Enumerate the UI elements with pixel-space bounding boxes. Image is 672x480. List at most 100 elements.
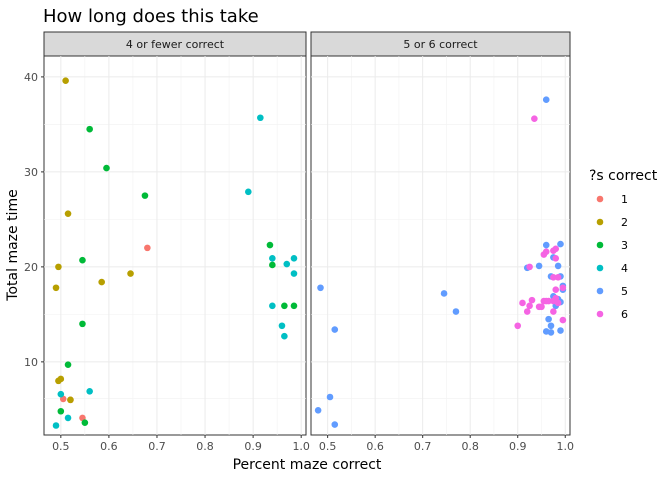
data-point	[547, 329, 555, 336]
panel-points	[314, 96, 567, 428]
data-point	[550, 274, 557, 281]
data-point	[290, 255, 298, 262]
data-point	[326, 393, 334, 401]
x-tick-label: 0.7	[414, 440, 432, 453]
data-point	[526, 263, 533, 271]
panel-grid	[44, 56, 306, 435]
data-point	[526, 302, 533, 310]
data-point	[535, 303, 543, 311]
data-point	[559, 316, 567, 324]
x-tick-label: 0.6	[100, 440, 118, 453]
legend-title: ?s correct	[589, 168, 658, 184]
data-point	[278, 322, 286, 330]
data-point	[514, 322, 522, 330]
legend-label: 6	[621, 308, 628, 321]
data-point	[552, 245, 560, 253]
data-point	[519, 299, 526, 307]
data-point	[552, 255, 560, 262]
data-point	[64, 210, 72, 217]
legend-label: 4	[621, 262, 628, 275]
data-point	[523, 308, 531, 315]
data-point	[290, 270, 298, 277]
x-tick-label: 0.9	[244, 440, 262, 453]
data-point	[79, 320, 86, 328]
y-tick-label: 30	[24, 166, 38, 179]
data-point	[531, 115, 538, 122]
x-axis-title: Percent maze correct	[233, 457, 382, 473]
data-point	[547, 322, 555, 330]
data-point	[67, 396, 74, 404]
data-point	[55, 263, 62, 271]
y-tick-label: 10	[24, 356, 38, 369]
data-point	[64, 361, 72, 369]
panel-points	[52, 77, 298, 429]
data-point	[62, 77, 69, 84]
x-tick-label: 0.5	[52, 440, 70, 453]
data-point	[331, 326, 339, 333]
data-point	[269, 255, 276, 262]
y-tick-label: 20	[24, 261, 38, 274]
data-point	[281, 332, 288, 340]
legend-key	[596, 218, 604, 226]
y-axis-title: Total maze time	[5, 189, 21, 301]
data-point	[144, 244, 151, 252]
chart-title: How long does this take	[43, 6, 259, 27]
data-point	[57, 390, 65, 398]
data-point	[127, 270, 134, 277]
data-point	[269, 302, 276, 310]
data-point	[257, 114, 264, 122]
x-tick-label: 0.9	[509, 440, 527, 453]
data-point	[550, 308, 557, 315]
panel-strip	[310, 31, 571, 57]
data-point	[552, 286, 560, 293]
data-point	[266, 241, 274, 249]
data-point	[283, 260, 291, 268]
panel-strip-label: 5 or 6 correct	[403, 38, 478, 51]
data-point	[103, 164, 110, 172]
data-point	[52, 422, 60, 429]
legend-key	[596, 241, 604, 249]
data-point	[540, 297, 548, 305]
data-point	[554, 262, 562, 270]
data-point	[81, 419, 89, 426]
legend-label: 5	[621, 285, 628, 298]
legend-label: 2	[621, 216, 628, 229]
data-point	[557, 240, 564, 248]
data-point	[86, 388, 93, 395]
x-axis: 0.5 0.6 0.7 0.8 0.9 1.0 0.5 0.6 0.7 0.8 0.9 1.0	[52, 435, 574, 453]
legend-label: 3	[621, 239, 628, 252]
data-point	[269, 261, 276, 269]
legend-key	[596, 264, 604, 272]
data-point	[528, 296, 536, 304]
x-tick-label: 0.6	[366, 440, 384, 453]
data-point	[314, 407, 322, 414]
data-point	[331, 421, 339, 428]
x-tick-label: 0.5	[319, 440, 337, 453]
panel-grid	[311, 56, 570, 435]
data-point	[57, 407, 65, 415]
x-tick-label: 1.0	[292, 440, 310, 453]
data-point	[557, 327, 564, 334]
data-point	[290, 302, 298, 310]
data-point	[79, 256, 86, 264]
data-point	[542, 241, 550, 249]
data-point	[52, 284, 60, 292]
data-point	[317, 284, 324, 292]
data-point	[535, 262, 543, 270]
data-point	[57, 375, 65, 383]
data-point	[245, 188, 252, 196]
panel-five-or-six: 5 or 6 correct	[310, 31, 571, 436]
y-tick-label: 40	[24, 71, 38, 84]
y-axis: 10 20 30 40	[24, 71, 44, 369]
panel-strip-label: 4 or fewer correct	[126, 38, 225, 51]
data-point	[542, 96, 550, 103]
data-point	[98, 278, 105, 286]
panel-strip	[43, 31, 307, 57]
data-point	[554, 299, 562, 307]
panel-four-or-fewer: 4 or fewer correct	[43, 31, 307, 436]
legend-label: 1	[621, 193, 628, 206]
legend-key	[596, 195, 604, 203]
x-tick-label: 0.8	[461, 440, 479, 453]
data-point	[440, 290, 448, 297]
